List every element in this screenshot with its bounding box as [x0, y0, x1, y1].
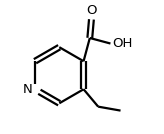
- Text: O: O: [86, 4, 97, 17]
- Text: N: N: [23, 83, 32, 96]
- Text: OH: OH: [112, 37, 132, 50]
